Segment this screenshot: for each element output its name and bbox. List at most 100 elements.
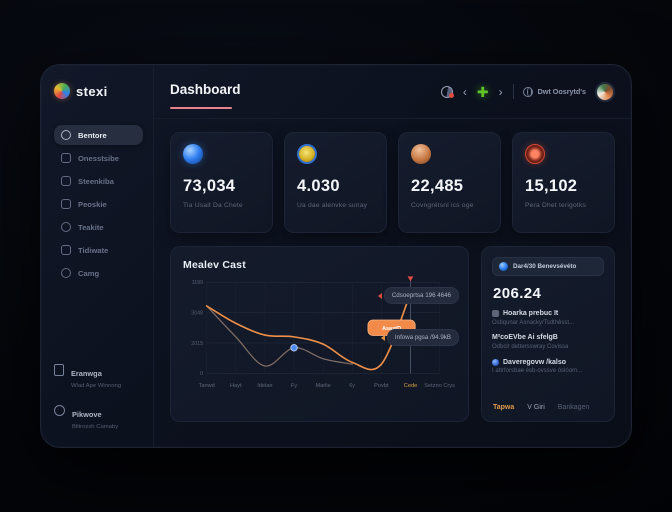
footer-item-title: Pikwove [72, 409, 102, 419]
panel-item-title: M²coEVbe Ai sfelgB [492, 334, 558, 342]
stat-label: Tia Usait Da Chete [183, 202, 243, 209]
svg-text:0: 0 [200, 371, 203, 377]
app-window: stexi Bentore Onesstsibe Steenkiba Peosk… [40, 64, 632, 448]
chevron-right-icon[interactable]: › [498, 84, 503, 99]
add-button[interactable]: ✚ [476, 83, 489, 100]
sidebar-item-teakite[interactable]: Teakite [54, 217, 143, 237]
avatar[interactable] [595, 81, 615, 102]
sidebar-item-label: Tidiwate [78, 245, 109, 255]
header-controls: ‹ ✚ › Dwt Oosrytd's [440, 81, 615, 102]
footer-item-sub: Wlad Ape Winnong [71, 383, 122, 390]
globe-dot-icon [492, 358, 499, 366]
header: Dashboard ‹ ✚ › Dwt Oosrytd's [154, 65, 631, 119]
tag-bankagen[interactable]: Bankagen [557, 404, 590, 411]
panel-item: Hoarka prebuc It Ostiqunar Asnacky/Tsdth… [492, 310, 604, 327]
svg-text:Tanwd: Tanwd [199, 383, 215, 389]
sidebar-item-label: Camg [78, 268, 100, 278]
document-icon [54, 364, 64, 377]
stat-label: Covngrétsnl ics oge [411, 202, 474, 209]
sidebar-item-onesstsibe[interactable]: Onesstsibe [54, 148, 143, 168]
sidebar-item-peoskie[interactable]: Peoskie [54, 194, 143, 214]
summary-panel: Dar4/30 Benevsévéto 206.24 Hoarka prebuc… [481, 246, 615, 422]
stat-card-users: 73,034 Tia Usait Da Chete [170, 132, 273, 233]
content: 73,034 Tia Usait Da Chete 4.030 Ua dae a… [154, 119, 631, 447]
sidebar-item-label: Teakite [78, 222, 104, 232]
svg-text:Fy: Fy [291, 383, 297, 389]
sidebar-nav: Bentore Onesstsibe Steenkiba Peoskie Tea… [54, 125, 143, 283]
globe-icon [522, 86, 533, 97]
main-area: Dashboard ‹ ✚ › Dwt Oosrytd's 73,034 [154, 65, 631, 447]
svg-text:Marlie: Marlie [315, 383, 330, 389]
svg-text:Asa×tD: Asa×tD [382, 326, 401, 332]
shield-icon [54, 404, 65, 416]
square-icon [492, 310, 499, 317]
header-divider [512, 84, 514, 99]
card-icon [61, 199, 71, 209]
panel-item-sub: Ostiqunar Asnacky/Tsdthèsst... [492, 319, 575, 326]
sidebar-footer: Eranwga Wlad Ape Winnong Pikwove Blitroz… [54, 363, 145, 431]
chart-card: Mealev Cast 1199 3048 2015 0 Tanwd Hayt Idelae… [170, 246, 469, 422]
sidebar-item-steenkiba[interactable]: Steenkiba [54, 171, 143, 191]
person-avatar-icon [411, 144, 431, 164]
stat-cards: 73,034 Tia Usait Da Chete 4.030 Ua dae a… [170, 132, 615, 233]
users-sphere-icon [183, 144, 203, 164]
sidebar-item-label: Bentore [78, 130, 107, 140]
panel-item: Daveregovw /kalso I attrforsbae ésb-ovss… [492, 358, 604, 376]
sidebar-item-label: Peoskie [78, 199, 107, 209]
svg-text:Povbt: Povbt [374, 383, 389, 389]
user-icon [61, 268, 71, 278]
chart-title: Mealev Cast [183, 259, 246, 271]
stat-card-alerts: 15,102 Pera Dhet terigotks [512, 132, 615, 233]
sidebar-item-camg[interactable]: Camg [54, 263, 143, 283]
panel-tags: Tapwa V Giri Bankagen [492, 400, 604, 413]
svg-text:Cede: Cede [404, 383, 417, 389]
stat-label: Pera Dhet terigotks [525, 202, 587, 209]
svg-text:1199: 1199 [192, 280, 203, 286]
theme-toggle-icon[interactable] [440, 85, 454, 98]
stat-value: 73,034 [183, 177, 236, 195]
logo: stexi [54, 83, 143, 99]
sidebar: stexi Bentore Onesstsibe Steenkiba Peosk… [41, 65, 154, 447]
panel-value: 206.24 [493, 285, 542, 302]
svg-text:Setzno Crys: Setzno Crys [424, 383, 455, 389]
bottom-row: Mealev Cast 1199 3048 2015 0 Tanwd Hayt Idelae… [170, 246, 615, 422]
sidebar-item-label: Steenkiba [78, 176, 114, 186]
tag-vgiri[interactable]: V Giri [527, 404, 545, 411]
tag-tapwa[interactable]: Tapwa [493, 404, 515, 411]
sidebar-item-tidiwate[interactable]: Tidiwate [54, 240, 143, 260]
stat-card-devices: 4.030 Ua dae alenvke sunay [284, 132, 387, 233]
stat-card-conversions: 22,485 Covngrétsnl ics oge [398, 132, 501, 233]
panel-badge[interactable]: Dar4/30 Benevsévéto [492, 257, 604, 276]
alert-target-icon [525, 144, 545, 164]
logo-icon [54, 83, 70, 99]
panel-item-title: Daveregovw /kalso [503, 358, 567, 366]
mail-icon [61, 245, 71, 255]
svg-text:Hayt: Hayt [230, 383, 242, 389]
chevron-left-icon[interactable]: ‹ [462, 84, 467, 99]
sphere-icon [499, 262, 508, 271]
sidebar-item-label: Onesstsibe [78, 153, 119, 163]
calendar-icon [61, 153, 71, 163]
sidebar-footer-item-pikwove[interactable]: Pikwove Blitrozsh Camaby [54, 404, 145, 431]
orange-pointer-icon [380, 334, 385, 341]
chart-annotation-2: Infowa pgsa /94.9kB [380, 329, 459, 346]
header-nav-label: Dwt Oosrytd's [537, 87, 586, 96]
sidebar-item-bentore[interactable]: Bentore [54, 125, 143, 145]
header-nav-link[interactable]: Dwt Oosrytd's [522, 86, 586, 97]
annotation-label: Infowa pgsa /94.9kB [394, 334, 451, 341]
svg-text:3048: 3048 [191, 310, 203, 316]
stat-label: Ua dae alenvke sunay [297, 202, 368, 209]
sidebar-footer-item-eranwga[interactable]: Eranwga Wlad Ape Winnong [54, 363, 145, 390]
logo-text: stexi [76, 83, 108, 99]
cloud-icon [61, 222, 71, 232]
annotation-label: Cdsoeprtsa 196 4646 [391, 292, 451, 299]
chart-annotation-1: Cdsoeprtsa 196 4646 [377, 287, 459, 304]
red-pointer-icon [377, 292, 382, 299]
panel-item-sub: Odbclr dettersswray Covissa [492, 343, 569, 350]
panel-item-title: Hoarka prebuc It [503, 310, 559, 317]
footer-item-title: Eranwga [71, 369, 102, 379]
stat-value: 15,102 [525, 177, 578, 195]
panel-item: M²coEVbe Ai sfelgB Odbclr dettersswray C… [492, 334, 604, 351]
stat-value: 4.030 [297, 177, 340, 195]
footer-item-sub: Blitrozsh Camaby [72, 423, 119, 430]
